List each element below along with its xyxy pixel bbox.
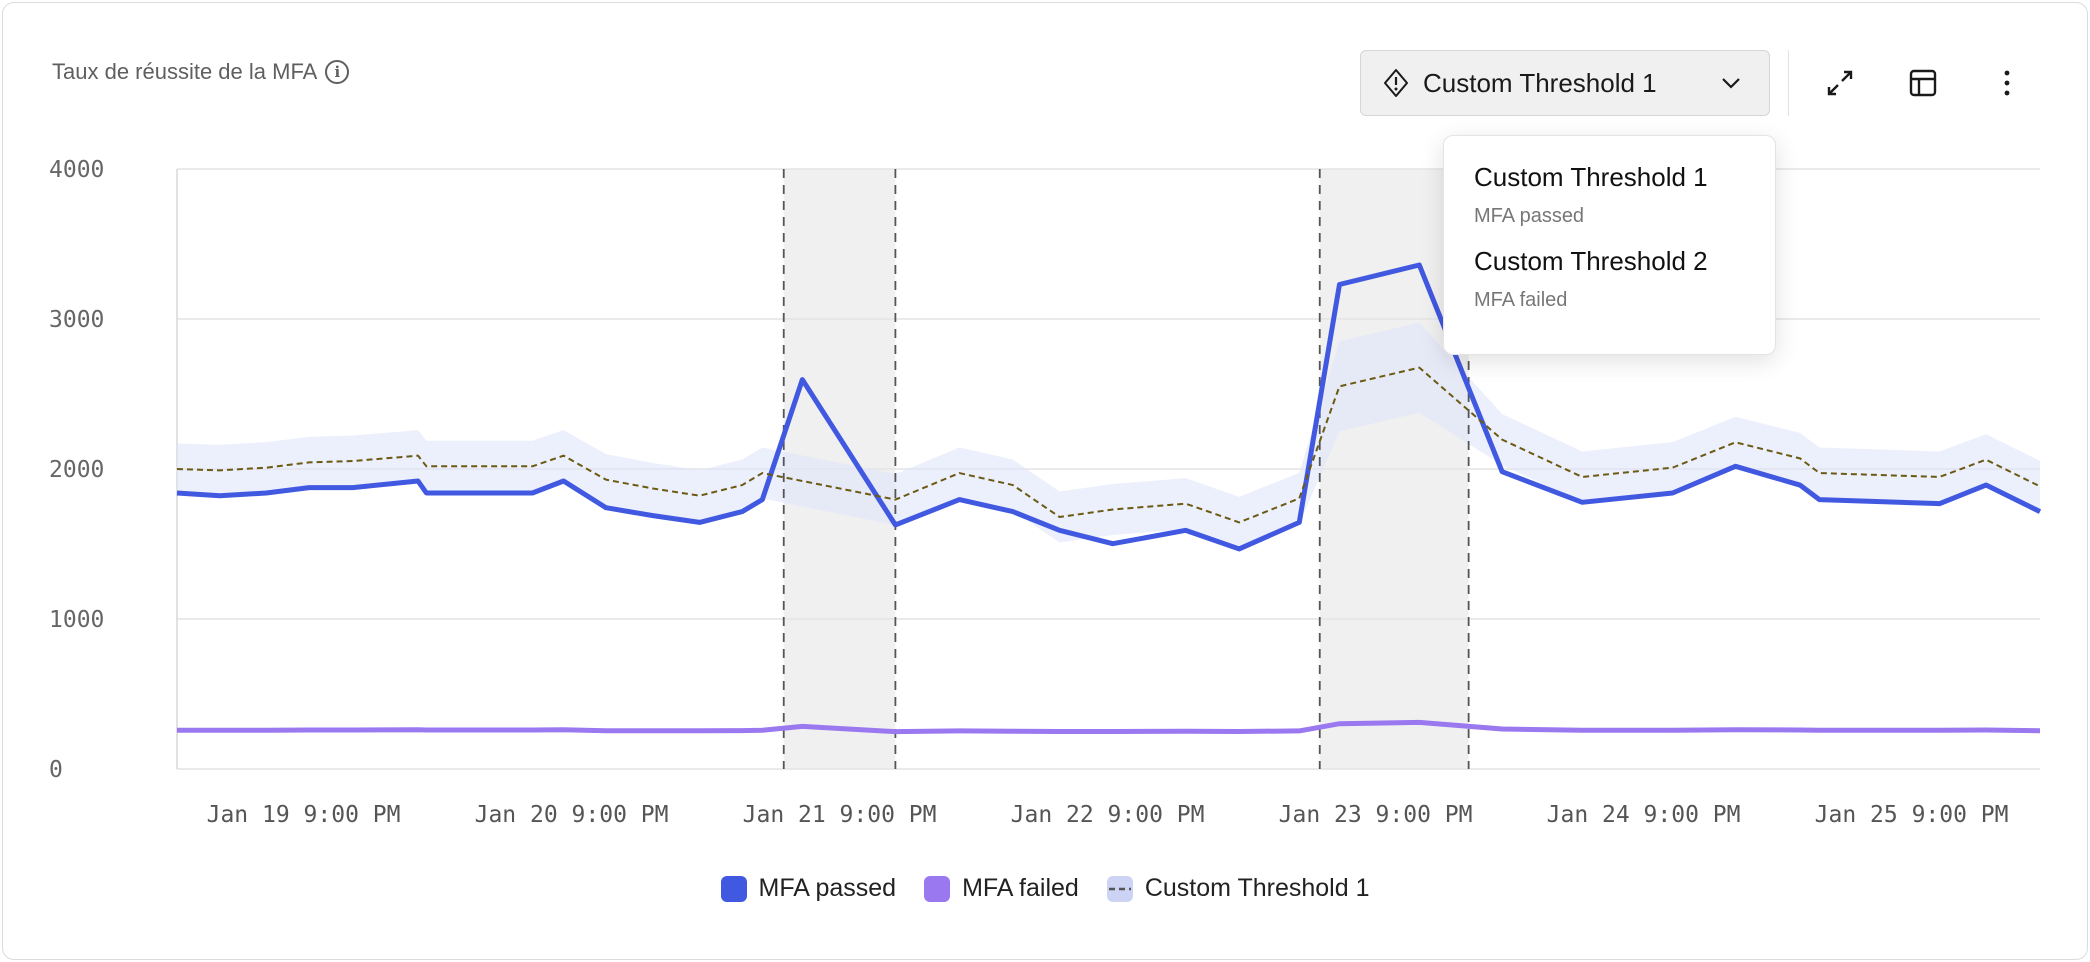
menu-item-custom-threshold-2[interactable]: Custom Threshold 2 MFA failed	[1474, 246, 1745, 312]
threshold-select[interactable]: Custom Threshold 1	[1360, 50, 1770, 116]
legend-item-custom-threshold-1[interactable]: Custom Threshold 1	[1106, 874, 1370, 903]
legend-swatch	[720, 875, 747, 902]
legend-item-mfa-passed[interactable]: MFA passed	[720, 874, 897, 903]
series-line-mfa-failed	[177, 719, 2041, 735]
y-tick-label: 4000	[49, 157, 104, 183]
table-view-button[interactable]	[1906, 66, 1940, 100]
threshold-band	[177, 322, 2040, 548]
x-tick-label: Jan 22 9:00 PM	[1011, 802, 1205, 828]
legend-swatch	[924, 875, 951, 902]
legend-label: Custom Threshold 1	[1144, 874, 1370, 902]
menu-item-custom-threshold-1[interactable]: Custom Threshold 1 MFA passed	[1474, 162, 1745, 228]
y-tick-label: 1000	[49, 607, 104, 633]
threshold-select-value: Custom Threshold 1	[1423, 67, 1657, 98]
x-tick-label: Jan 20 9:00 PM	[475, 802, 669, 828]
y-tick-label: 0	[49, 757, 63, 783]
series-line-mfa-passed	[176, 262, 2042, 552]
info-icon[interactable]: i	[325, 60, 350, 84]
y-tick-label: 2000	[49, 457, 104, 483]
menu-item-sub: MFA failed	[1474, 289, 1568, 311]
menu-item-label: Custom Threshold 1	[1474, 162, 1708, 192]
toolbar-divider	[1788, 50, 1789, 116]
menu-item-sub: MFA passed	[1474, 205, 1585, 227]
series-line-custom-threshold-1	[176, 366, 2041, 524]
x-tick-label: Jan 24 9:00 PM	[1547, 802, 1741, 828]
expand-icon	[1827, 70, 1853, 96]
x-tick-label: Jan 21 9:00 PM	[743, 802, 937, 828]
legend: MFA passed MFA failed Custom Threshold 1	[0, 874, 2090, 903]
legend-label: MFA failed	[962, 874, 1079, 902]
legend-item-mfa-failed[interactable]: MFA failed	[924, 874, 1079, 903]
chart-title: Taux de réussite de la MFA i	[52, 59, 350, 85]
menu-item-label: Custom Threshold 2	[1474, 246, 1708, 276]
x-tick-label: Jan 25 9:00 PM	[1815, 802, 2009, 828]
legend-label: MFA passed	[758, 874, 897, 902]
more-options-button[interactable]	[1990, 66, 2024, 100]
chevron-down-icon	[1722, 78, 1740, 89]
x-tick-label: Jan 23 9:00 PM	[1279, 802, 1473, 828]
x-tick-label: Jan 19 9:00 PM	[207, 802, 401, 828]
y-tick-label: 3000	[49, 307, 104, 333]
legend-swatch-dashed	[1106, 875, 1133, 902]
expand-button[interactable]	[1823, 66, 1857, 100]
warning-diamond-icon	[1384, 69, 1408, 97]
chart-title-text: Taux de réussite de la MFA	[52, 59, 318, 84]
more-vertical-icon	[2004, 70, 2010, 96]
threshold-dropdown-menu: Custom Threshold 1 MFA passed Custom Thr…	[1443, 135, 1776, 355]
table-icon	[1909, 69, 1937, 97]
